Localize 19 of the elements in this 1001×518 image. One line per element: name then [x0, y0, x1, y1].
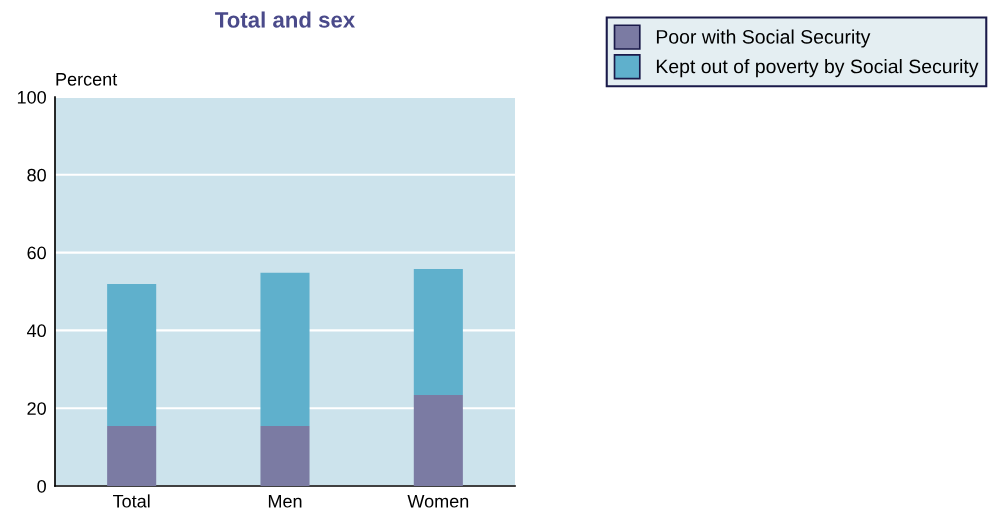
bar	[260, 426, 310, 486]
legend-label: Kept out of poverty by Social Security	[656, 59, 979, 78]
bar	[260, 272, 310, 427]
bar	[107, 426, 157, 486]
y-tick-label: 80	[27, 168, 46, 182]
y-axis-title: Percent	[56, 73, 118, 86]
bar	[413, 268, 463, 395]
x-tick-label: Women	[407, 495, 469, 508]
y-tick-label: 40	[27, 324, 46, 338]
y-tick-label: 100	[17, 90, 46, 104]
legend-label: Poor with Social Security	[656, 29, 871, 48]
x-tick-label: Men	[268, 495, 302, 508]
x-tick-label: Total	[113, 494, 150, 508]
y-tick-label: 0	[37, 479, 46, 493]
bar	[107, 284, 157, 427]
bar	[413, 394, 463, 486]
y-tick-label: 60	[27, 246, 46, 260]
y-tick-label: 20	[27, 402, 46, 415]
chart-title: Total and sex	[215, 11, 356, 28]
